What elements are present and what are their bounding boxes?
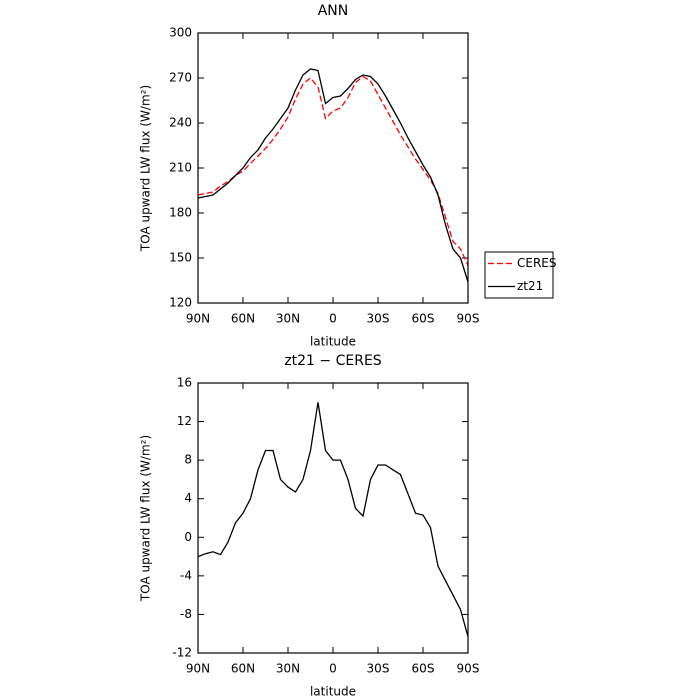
legend-box	[484, 251, 554, 299]
y-tick-label: -8	[180, 607, 192, 621]
x-tick-label: 30S	[367, 662, 390, 676]
y-axis-label: TOA upward LW flux (W/m²)	[139, 435, 153, 602]
y-tick-label: 210	[169, 161, 192, 175]
y-tick-label: 12	[177, 414, 192, 428]
x-tick-label: 60S	[412, 662, 435, 676]
chart-title: zt21 − CERES	[284, 353, 381, 369]
x-tick-label: 60S	[412, 312, 435, 326]
y-tick-label: 4	[184, 491, 192, 505]
chart-title: ANN	[318, 3, 349, 19]
data-line	[197, 75, 469, 266]
y-tick-label: 150	[169, 251, 192, 265]
data-line	[197, 402, 469, 637]
x-axis-label: latitude	[310, 685, 356, 699]
y-tick-label: 180	[169, 206, 192, 220]
legend-label: zt21	[517, 279, 543, 293]
x-tick-label: 30S	[367, 312, 390, 326]
plot-frame	[197, 32, 469, 304]
y-tick-label: 120	[169, 296, 192, 310]
y-axis-label: TOA upward LW flux (W/m²)	[139, 85, 153, 252]
x-tick-label: 90N	[186, 662, 210, 676]
x-tick-label: 30N	[276, 312, 300, 326]
y-tick-label: -4	[180, 568, 192, 582]
y-tick-label: -12	[172, 646, 192, 660]
x-tick-label: 30N	[276, 662, 300, 676]
x-tick-label: 60N	[231, 312, 255, 326]
x-tick-label: 0	[329, 312, 337, 326]
x-tick-label: 0	[329, 662, 337, 676]
x-tick-label: 90S	[457, 312, 480, 326]
y-tick-label: 0	[184, 530, 192, 544]
data-line	[197, 68, 469, 283]
y-tick-label: 240	[169, 116, 192, 130]
y-tick-label: 8	[184, 453, 192, 467]
legend-label: CERES	[517, 256, 557, 270]
x-tick-label: 90S	[457, 662, 480, 676]
x-tick-label: 90N	[186, 312, 210, 326]
y-tick-label: 16	[177, 376, 192, 390]
x-tick-label: 60N	[231, 662, 255, 676]
x-axis-label: latitude	[310, 335, 356, 349]
plot-frame	[197, 382, 469, 654]
y-tick-label: 300	[169, 26, 192, 40]
y-tick-label: 270	[169, 71, 192, 85]
